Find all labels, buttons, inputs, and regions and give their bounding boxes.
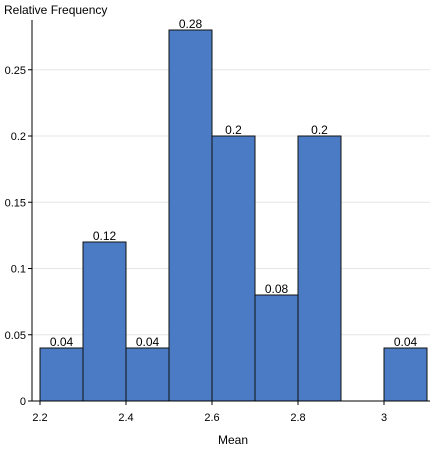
bar-label-4: 0.2 [225, 123, 242, 137]
bar-labels: 0.04 0.12 0.04 0.28 0.2 0.08 0.2 0.04 [50, 17, 418, 349]
bar-7 [383, 347, 428, 402]
y-tick-label: 0.2 [11, 131, 26, 143]
bar-label-6: 0.2 [311, 123, 328, 137]
bar-label-0: 0.04 [50, 335, 74, 349]
x-tick-label: 2.4 [118, 412, 133, 424]
x-tick-label: 3 [381, 412, 387, 424]
bar-label-5: 0.08 [265, 282, 289, 296]
y-tick-label: 0.05 [5, 330, 26, 342]
x-tick-label: 2.8 [290, 412, 305, 424]
y-tick-label: 0 [20, 396, 26, 408]
x-axis-title: Mean [218, 433, 248, 447]
bar-2 [125, 347, 170, 402]
y-tick-label: 0.25 [5, 65, 26, 77]
bar-label-3: 0.28 [179, 17, 203, 31]
axes [31, 20, 430, 402]
bar-4 [211, 135, 256, 402]
y-ticks: 0 0.05 0.1 0.15 0.2 0.25 [5, 65, 32, 408]
y-tick-label: 0.1 [11, 264, 26, 276]
bar-0 [39, 347, 84, 402]
x-tick-label: 2.2 [32, 412, 47, 424]
x-tick-label: 2.6 [204, 412, 219, 424]
x-ticks: 2.2 2.4 2.6 2.8 3 [32, 401, 387, 424]
bar-3 [168, 29, 213, 402]
y-tick-label: 0.15 [5, 197, 26, 209]
bars [39, 29, 428, 402]
y-axis-title: Relative Frequency [4, 3, 108, 17]
bar-1 [82, 241, 127, 402]
bar-label-2: 0.04 [136, 335, 160, 349]
bar-6 [297, 135, 342, 402]
bar-5 [254, 294, 299, 402]
bar-label-7: 0.04 [394, 335, 418, 349]
bar-label-1: 0.12 [93, 229, 117, 243]
